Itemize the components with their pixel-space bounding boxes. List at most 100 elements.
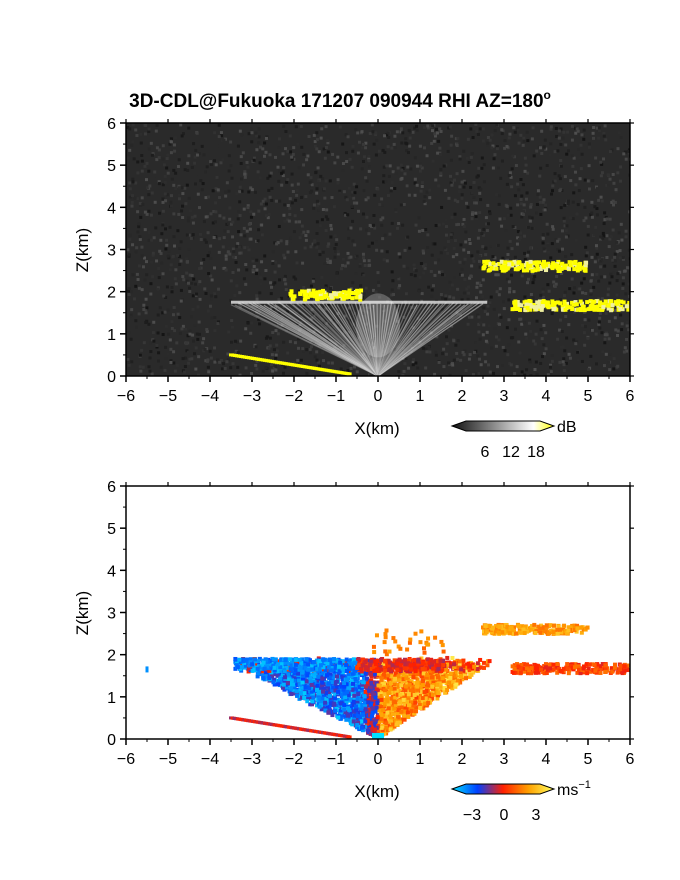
velocity-pixel (396, 677, 401, 682)
noise-pixel (624, 292, 628, 296)
noise-pixel (249, 127, 253, 131)
noise-pixel (126, 289, 130, 293)
noise-pixel (345, 160, 349, 164)
noise-pixel (186, 168, 190, 172)
velocity-pixel (322, 670, 327, 675)
noise-pixel (136, 171, 140, 175)
noise-pixel (523, 169, 527, 173)
noise-pixel (528, 219, 532, 223)
velocity-pixel (361, 715, 366, 720)
noise-pixel (411, 360, 415, 364)
noise-pixel (460, 267, 464, 271)
noise-pixel (270, 353, 274, 357)
y-tick-label: 1 (107, 327, 116, 344)
noise-pixel (330, 361, 334, 365)
velocity-pixel (355, 713, 360, 718)
noise-pixel (439, 172, 443, 176)
noise-pixel (361, 256, 365, 260)
noise-pixel (142, 308, 146, 312)
noise-pixel (475, 281, 479, 285)
noise-pixel (549, 142, 553, 146)
noise-pixel (140, 159, 144, 163)
noise-pixel (413, 267, 417, 271)
echo-pixel (528, 303, 533, 308)
noise-pixel (298, 236, 302, 240)
noise-pixel (599, 275, 603, 279)
noise-pixel (601, 236, 605, 240)
noise-pixel (433, 242, 437, 246)
noise-pixel (549, 125, 553, 129)
velocity-pixel (449, 664, 454, 669)
noise-pixel (467, 161, 471, 165)
noise-pixel (185, 183, 189, 187)
noise-pixel (236, 217, 240, 221)
noise-pixel (162, 294, 166, 298)
noise-pixel (575, 127, 579, 131)
echo-pixel (486, 268, 491, 273)
noise-pixel (603, 275, 607, 279)
noise-pixel (190, 281, 194, 285)
noise-pixel (158, 306, 162, 310)
y-tick-label: 5 (107, 158, 116, 175)
echo-pixel (594, 299, 599, 304)
noise-pixel (156, 331, 160, 335)
noise-pixel (447, 328, 451, 332)
noise-pixel (297, 346, 301, 350)
echo-pixel (528, 259, 533, 264)
noise-pixel (161, 333, 165, 337)
echo-pixel (573, 300, 578, 305)
noise-pixel (147, 209, 151, 213)
noise-pixel (581, 199, 585, 203)
noise-pixel (442, 164, 446, 168)
noise-pixel (530, 137, 534, 141)
noise-pixel (259, 282, 263, 286)
noise-pixel (467, 250, 471, 254)
noise-pixel (573, 286, 577, 290)
noise-pixel (296, 358, 300, 362)
echo-pixel (306, 288, 311, 293)
noise-pixel (362, 303, 366, 307)
noise-pixel (595, 362, 599, 366)
noise-pixel (235, 192, 239, 196)
noise-pixel (212, 235, 216, 239)
noise-pixel (178, 331, 182, 335)
noise-pixel (264, 136, 268, 140)
noise-pixel (288, 212, 292, 216)
velocity-pixel (371, 680, 376, 685)
noise-pixel (430, 253, 434, 257)
noise-pixel (543, 208, 547, 212)
noise-pixel (186, 161, 190, 165)
noise-pixel (578, 177, 582, 181)
noise-pixel (481, 278, 485, 282)
velocity-pixel (398, 688, 403, 693)
noise-pixel (176, 165, 180, 169)
noise-pixel (277, 224, 281, 228)
noise-pixel (189, 236, 193, 240)
noise-pixel (244, 327, 248, 331)
noise-pixel (258, 161, 262, 165)
noise-pixel (600, 199, 604, 203)
noise-pixel (354, 272, 358, 276)
noise-pixel (313, 144, 317, 148)
noise-pixel (583, 343, 587, 347)
noise-pixel (144, 178, 148, 182)
noise-pixel (334, 249, 338, 253)
noise-pixel (525, 130, 529, 134)
noise-pixel (506, 353, 510, 357)
noise-pixel (188, 329, 192, 333)
noise-pixel (408, 246, 412, 250)
noise-pixel (242, 277, 246, 281)
echo-pixel (568, 263, 573, 268)
echo-pixel (303, 296, 308, 301)
noise-pixel (597, 297, 601, 301)
noise-pixel (455, 143, 459, 147)
noise-pixel (286, 204, 290, 208)
noise-pixel (310, 179, 314, 183)
noise-pixel (186, 219, 190, 223)
intensity-ylabel: Z(km) (73, 228, 92, 272)
velocity-pixel (283, 675, 288, 680)
noise-pixel (615, 240, 619, 244)
echo-pixel (357, 289, 362, 294)
noise-pixel (611, 246, 615, 250)
velocity-pixel (379, 715, 384, 720)
